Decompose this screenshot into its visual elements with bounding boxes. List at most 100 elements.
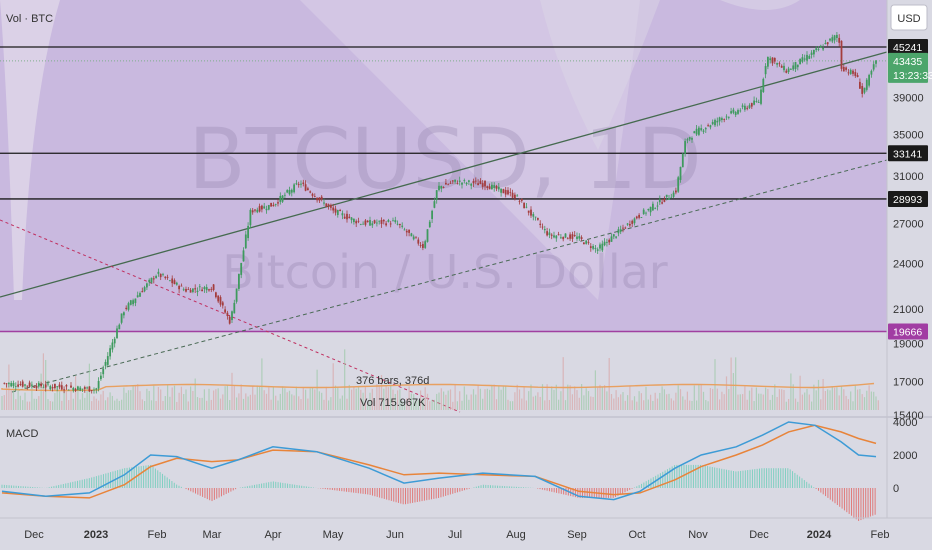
- candle-body: [304, 184, 307, 191]
- volume-bar: [376, 384, 378, 410]
- macd-histogram-bar: [725, 469, 727, 488]
- volume-bar: [813, 384, 815, 410]
- candle-body: [254, 209, 256, 211]
- macd-histogram-bar: [744, 470, 746, 488]
- volume-bar: [698, 384, 700, 410]
- volume-bar: [822, 378, 824, 410]
- time-tick-label: Apr: [264, 529, 281, 541]
- volume-bar: [564, 400, 567, 410]
- volume-bar: [118, 400, 120, 410]
- volume-bar: [778, 389, 780, 410]
- candle-body: [730, 111, 732, 114]
- volume-bar: [277, 400, 279, 410]
- macd-histogram-bar: [700, 464, 702, 488]
- candle-body: [196, 290, 199, 293]
- time-tick-label: Mar: [203, 529, 222, 541]
- candle-body: [93, 389, 95, 391]
- candle-body: [201, 289, 203, 292]
- volume-bar: [608, 357, 610, 410]
- macd-histogram-bar: [119, 469, 121, 488]
- candle-body: [173, 280, 176, 285]
- macd-histogram-bar: [678, 464, 680, 488]
- candle-body: [780, 65, 783, 68]
- volume-bar: [744, 386, 746, 410]
- volume-annot-label: Vol 715.967K: [360, 397, 426, 409]
- volume-bar: [185, 389, 187, 410]
- macd-histogram-bar: [32, 487, 34, 488]
- volume-bar: [157, 386, 159, 410]
- candle-body: [803, 58, 806, 60]
- currency-button[interactable]: USD: [890, 4, 928, 31]
- macd-histogram-bar: [171, 481, 173, 488]
- volume-bar: [656, 398, 659, 410]
- volume-bar: [663, 389, 665, 410]
- macd-histogram-bar: [648, 479, 650, 488]
- volume-bar: [491, 384, 493, 410]
- candle-body: [219, 297, 222, 305]
- volume-bar: [654, 392, 656, 410]
- candle-body: [263, 206, 266, 209]
- macd-histogram-bar: [386, 488, 388, 500]
- macd-histogram-bar: [869, 488, 871, 517]
- candle-body: [642, 209, 645, 215]
- time-tick-label: Nov: [688, 529, 708, 541]
- candle-body: [525, 206, 528, 208]
- macd-histogram-bar: [244, 486, 246, 488]
- macd-histogram-bar: [799, 476, 801, 488]
- volume-bar: [316, 369, 318, 410]
- macd-histogram-bar: [563, 488, 565, 495]
- macd-histogram-bar: [67, 482, 69, 488]
- candle-body: [550, 234, 553, 236]
- macd-histogram-bar: [374, 488, 376, 497]
- candle-body: [773, 57, 776, 62]
- volume-bar: [219, 398, 222, 410]
- candle-body: [829, 38, 831, 41]
- candle-body: [293, 184, 295, 193]
- candle-body: [224, 309, 226, 313]
- volume-bar: [79, 399, 81, 410]
- candle-body: [10, 382, 13, 387]
- candle-body: [343, 216, 346, 219]
- volume-bar: [194, 378, 196, 410]
- volume-bar: [98, 400, 100, 410]
- candle-body: [753, 100, 755, 105]
- macd-histogram-bar: [397, 488, 399, 503]
- volume-bar: [553, 389, 555, 410]
- candle-body: [847, 72, 850, 74]
- volume-bar: [121, 399, 123, 410]
- candle-body: [152, 278, 155, 280]
- candle-body: [859, 81, 861, 89]
- volume-bar: [836, 387, 838, 410]
- volume-bar: [387, 387, 389, 410]
- candle-body: [658, 199, 661, 203]
- candle-body: [389, 223, 392, 225]
- candle-body: [74, 388, 77, 391]
- candle-body: [320, 196, 323, 200]
- candle-body: [548, 232, 551, 236]
- macd-histogram-bar: [747, 470, 749, 488]
- volume-bar: [790, 373, 792, 410]
- volume-bar: [781, 389, 783, 410]
- macd-histogram-bar: [515, 486, 517, 488]
- volume-bar: [254, 394, 256, 410]
- candle-body: [603, 241, 606, 246]
- price-tick-label: 27000: [893, 218, 924, 230]
- volume-bar: [569, 385, 571, 410]
- volume-bar: [56, 386, 58, 410]
- volume-bar: [95, 398, 97, 410]
- macd-histogram-bar: [440, 488, 442, 498]
- candle-body: [764, 66, 767, 75]
- volume-bar: [341, 395, 343, 410]
- candle-body: [270, 202, 272, 207]
- volume-bar: [1, 396, 3, 410]
- time-tick-label: Feb: [148, 529, 167, 541]
- candle-body: [350, 217, 353, 221]
- candle-body: [451, 180, 454, 182]
- volume-bar: [29, 401, 31, 410]
- candle-body: [129, 300, 132, 305]
- macd-histogram-bar: [150, 464, 152, 488]
- macd-histogram-bar: [223, 488, 225, 496]
- macd-histogram-bar: [846, 488, 848, 513]
- volume-bar: [104, 400, 107, 410]
